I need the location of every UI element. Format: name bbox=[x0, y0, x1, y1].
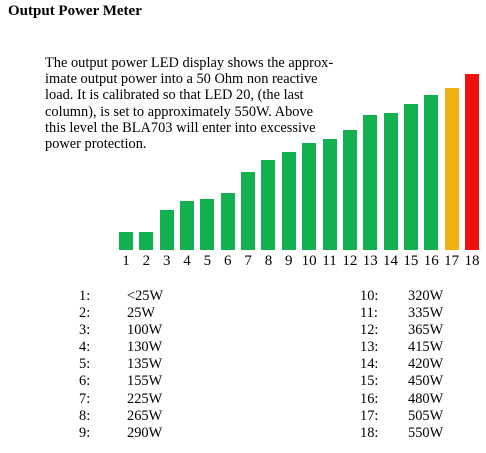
led-bar-2 bbox=[139, 232, 154, 250]
power-value: 320W bbox=[408, 288, 444, 304]
led-number: 14: bbox=[360, 356, 379, 373]
led-bar-label: 6 bbox=[224, 253, 232, 269]
power-value: 130W bbox=[127, 339, 163, 356]
description-line: this level the BLA703 will enter into ex… bbox=[45, 119, 316, 136]
led-bar-4 bbox=[180, 200, 195, 250]
led-bar-label: 9 bbox=[285, 253, 293, 269]
page-title: Output Power Meter bbox=[8, 3, 142, 19]
led-bar-label: 16 bbox=[423, 253, 439, 269]
led-bar-label: 3 bbox=[162, 253, 171, 269]
power-value: 365W bbox=[408, 322, 444, 339]
led-bar-label: 1 bbox=[122, 253, 130, 269]
power-value: 480W bbox=[408, 390, 444, 407]
led-number: 17: bbox=[360, 407, 379, 424]
led-bar-label: 12 bbox=[342, 253, 358, 269]
led-bar-label: 4 bbox=[183, 253, 191, 269]
led-number: 1: bbox=[79, 288, 91, 304]
led-bar-label: 13 bbox=[362, 253, 378, 269]
power-value: 25W bbox=[127, 305, 155, 322]
power-value: 225W bbox=[127, 390, 163, 407]
power-value: 265W bbox=[127, 407, 163, 424]
power-value: 450W bbox=[408, 373, 444, 390]
led-bar-10 bbox=[302, 143, 317, 250]
led-number: 5: bbox=[79, 356, 91, 373]
led-bar-label: 5 bbox=[203, 253, 212, 269]
power-value: 505W bbox=[408, 407, 444, 424]
led-number: 4: bbox=[79, 339, 91, 356]
led-bar-9 bbox=[281, 152, 296, 250]
description-line: power protection. bbox=[45, 136, 147, 153]
led-bar-3 bbox=[159, 209, 174, 250]
power-value: 100W bbox=[127, 322, 163, 339]
power-value: 290W bbox=[127, 424, 163, 441]
led-number: 16: bbox=[360, 390, 379, 407]
power-value: 335W bbox=[408, 305, 444, 322]
led-bar-5 bbox=[200, 199, 215, 250]
led-number: 11: bbox=[360, 305, 378, 322]
description-line: column), is set to approximately 550W. A… bbox=[45, 103, 314, 120]
led-bar-6 bbox=[220, 193, 235, 250]
led-number: 8: bbox=[79, 407, 91, 424]
led-bar-label: 8 bbox=[264, 253, 273, 269]
led-number: 2: bbox=[79, 305, 91, 322]
led-bar-7 bbox=[241, 172, 256, 250]
power-value: 155W bbox=[127, 373, 163, 390]
led-bar-label: 14 bbox=[383, 253, 399, 269]
power-value: <25W bbox=[127, 288, 164, 304]
led-bar-label: 7 bbox=[244, 253, 252, 269]
led-number: 12: bbox=[360, 322, 379, 339]
power-value: 415W bbox=[408, 339, 444, 356]
led-bar-11 bbox=[322, 138, 337, 250]
led-number: 6: bbox=[79, 373, 91, 390]
led-bar-15 bbox=[403, 104, 418, 250]
description-line: The output power LED display shows the a… bbox=[45, 55, 334, 71]
led-bar-1 bbox=[119, 232, 133, 250]
led-number: 18: bbox=[360, 424, 379, 441]
description-line: load. It is calibrated so that LED 20, (… bbox=[45, 87, 304, 104]
led-bar-label: 17 bbox=[444, 253, 460, 269]
led-number: 13: bbox=[360, 339, 379, 356]
led-bar-label: 2 bbox=[142, 253, 151, 269]
led-number: 3: bbox=[79, 322, 91, 339]
power-value: 550W bbox=[408, 424, 444, 441]
led-bar-8 bbox=[261, 160, 276, 250]
led-bar-label: 10 bbox=[301, 253, 317, 269]
description-line: imate output power into a 50 Ohm non rea… bbox=[45, 71, 318, 88]
led-bar-label: 11 bbox=[322, 253, 337, 269]
power-value: 135W bbox=[127, 356, 163, 373]
led-number: 7: bbox=[79, 390, 91, 407]
led-bar-label: 15 bbox=[403, 253, 419, 269]
led-bar-label: 18 bbox=[464, 253, 480, 269]
led-bar-17 bbox=[444, 87, 459, 250]
led-number: 10: bbox=[360, 288, 379, 304]
power-value: 420W bbox=[408, 356, 444, 373]
led-bar-18 bbox=[464, 74, 479, 250]
description-paragraph: The output power LED display shows the a… bbox=[45, 55, 395, 152]
led-number: 15: bbox=[360, 373, 379, 390]
led-number: 9: bbox=[79, 424, 91, 441]
led-bar-16 bbox=[424, 95, 439, 250]
